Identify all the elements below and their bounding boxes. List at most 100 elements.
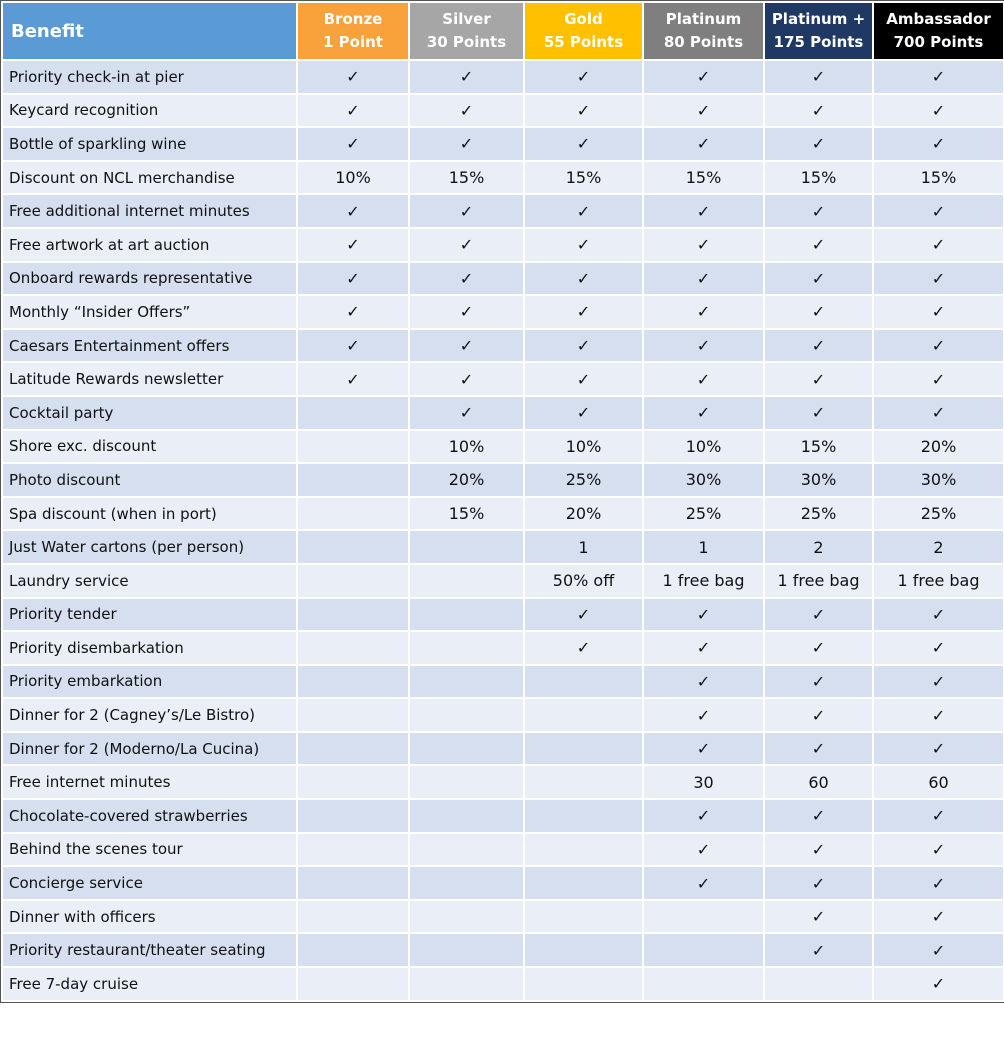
benefit-value: 10% (296, 159, 410, 196)
empty-cell (296, 932, 410, 969)
benefit-value: ✓ (408, 126, 525, 162)
benefit-value: ✓ (642, 294, 765, 330)
benefit-name: Just Water cartons (per person) (1, 529, 298, 565)
benefit-name: Cocktail party (1, 394, 298, 431)
benefit-value: 15% (763, 159, 874, 196)
benefit-value: ✓ (408, 260, 525, 297)
benefit-value: ✓ (642, 361, 765, 397)
benefit-name: Priority disembarkation (1, 630, 298, 666)
empty-cell (523, 831, 644, 868)
empty-cell (523, 966, 644, 1002)
benefit-value: ✓ (872, 898, 1004, 935)
benefit-value: ✓ (408, 361, 525, 397)
benefit-name: Dinner for 2 (Moderno/La Cucina) (1, 730, 298, 767)
empty-cell (296, 966, 410, 1002)
empty-cell (408, 630, 525, 666)
benefit-value: ✓ (763, 596, 874, 633)
benefit-value: ✓ (523, 361, 644, 397)
empty-cell (408, 529, 525, 565)
benefit-value: 50% off (523, 562, 644, 599)
empty-cell (763, 966, 874, 1002)
benefit-value: ✓ (523, 630, 644, 666)
benefit-value: ✓ (523, 92, 644, 129)
benefit-value: 25% (872, 495, 1004, 532)
benefit-name: Chocolate-covered strawberries (1, 798, 298, 834)
benefit-value: ✓ (408, 294, 525, 330)
tier-points: 80 Points (663, 33, 744, 51)
benefit-value: ✓ (763, 92, 874, 129)
benefit-row: Dinner for 2 (Cagney’s/Le Bistro) ✓ ✓ ✓ (1, 697, 1004, 733)
header-title: Benefit (1, 1, 298, 61)
benefit-value: ✓ (642, 630, 765, 666)
benefit-row: Shore exc. discount 10% 10% 10% 15% 20% (1, 428, 1004, 465)
benefit-value: ✓ (296, 226, 410, 263)
benefit-row: Just Water cartons (per person) 1 1 2 2 (1, 529, 1004, 565)
benefit-value: ✓ (872, 126, 1004, 162)
empty-cell (523, 898, 644, 935)
benefit-value: 1 (523, 529, 644, 565)
empty-cell (296, 495, 410, 532)
benefit-name: Free internet minutes (1, 764, 298, 801)
empty-cell (523, 798, 644, 834)
benefit-value: ✓ (296, 327, 410, 364)
benefit-value: ✓ (763, 697, 874, 733)
benefit-row: Onboard rewards representative ✓ ✓ ✓ ✓ ✓ ✓ (1, 260, 1004, 297)
benefit-row: Priority disembarkation ✓ ✓ ✓ ✓ (1, 630, 1004, 666)
empty-cell (408, 966, 525, 1002)
benefit-value: ✓ (872, 327, 1004, 364)
tier-header: Gold 55 Points (523, 1, 644, 61)
empty-cell (523, 730, 644, 767)
benefit-row: Bottle of sparkling wine ✓ ✓ ✓ ✓ ✓ ✓ (1, 126, 1004, 162)
table-body: Priority check-in at pier ✓ ✓ ✓ ✓ ✓ ✓ Keycard r… (1, 59, 1004, 1002)
benefit-name: Priority embarkation (1, 663, 298, 700)
benefit-value: ✓ (763, 294, 874, 330)
benefit-value: ✓ (408, 394, 525, 431)
benefit-name: Dinner for 2 (Cagney’s/Le Bistro) (1, 697, 298, 733)
empty-cell (408, 764, 525, 801)
benefit-name: Bottle of sparkling wine (1, 126, 298, 162)
benefit-value: 10% (408, 428, 525, 465)
empty-cell (523, 932, 644, 969)
empty-cell (523, 663, 644, 700)
benefit-value: ✓ (763, 831, 874, 868)
benefit-value: ✓ (763, 932, 874, 969)
benefit-value: ✓ (408, 59, 525, 95)
benefit-row: Photo discount 20% 25% 30% 30% 30% (1, 462, 1004, 498)
benefit-name: Caesars Entertainment offers (1, 327, 298, 364)
benefit-row: Free internet minutes 30 60 60 (1, 764, 1004, 801)
benefit-value: ✓ (642, 59, 765, 95)
benefit-name: Laundry service (1, 562, 298, 599)
benefit-name: Free 7-day cruise (1, 966, 298, 1002)
benefit-row: Keycard recognition ✓ ✓ ✓ ✓ ✓ ✓ (1, 92, 1004, 129)
benefit-value: 60 (872, 764, 1004, 801)
tier-name: Platinum + (771, 10, 866, 28)
benefit-value: ✓ (763, 730, 874, 767)
benefit-value: ✓ (872, 932, 1004, 969)
benefit-value: ✓ (523, 327, 644, 364)
benefit-value: ✓ (642, 126, 765, 162)
benefit-value: ✓ (872, 697, 1004, 733)
benefit-value: ✓ (523, 126, 644, 162)
benefit-value: ✓ (523, 596, 644, 633)
empty-cell (523, 764, 644, 801)
benefit-row: Dinner with officers ✓ ✓ (1, 898, 1004, 935)
benefit-value: ✓ (523, 59, 644, 95)
benefit-value: ✓ (872, 361, 1004, 397)
tier-name: Bronze (323, 10, 383, 28)
tier-name: Platinum (665, 10, 742, 28)
header-row: Benefit Bronze 1 Point Silver 30 Points Gold… (1, 1, 1004, 61)
empty-cell (408, 865, 525, 901)
benefit-value: ✓ (523, 226, 644, 263)
benefit-value: ✓ (763, 361, 874, 397)
benefit-value: ✓ (763, 193, 874, 229)
empty-cell (296, 462, 410, 498)
benefit-value: ✓ (408, 226, 525, 263)
benefit-value: ✓ (296, 294, 410, 330)
tier-points: 1 Point (323, 33, 383, 51)
benefit-value: ✓ (523, 394, 644, 431)
benefit-row: Priority tender ✓ ✓ ✓ ✓ (1, 596, 1004, 633)
benefit-row: Priority embarkation ✓ ✓ ✓ (1, 663, 1004, 700)
benefit-value: 25% (763, 495, 874, 532)
benefit-value: 20% (872, 428, 1004, 465)
benefit-value: ✓ (296, 260, 410, 297)
